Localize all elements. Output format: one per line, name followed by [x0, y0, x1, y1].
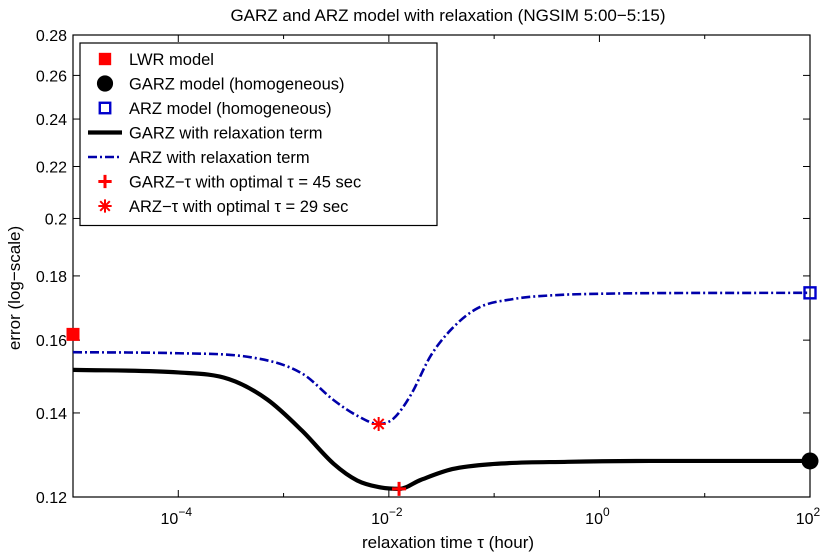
legend: LWR model GARZ model (homogeneous) ARZ mod…	[79, 42, 438, 227]
series-marker-1	[801, 452, 819, 470]
legend-box	[79, 42, 438, 227]
x-tick-label: 10−4	[161, 505, 193, 528]
series-markers	[66, 286, 819, 496]
series-line-4	[73, 291, 810, 426]
legend-label: GARZ−τ with optimal τ = 45 sec	[129, 174, 361, 192]
series-marker-2	[803, 286, 817, 300]
legend-label: ARZ−τ with optimal τ = 29 sec	[129, 198, 348, 216]
series-lines	[73, 291, 810, 491]
series-marker-0	[66, 327, 80, 341]
y-tick-label: 0.28	[36, 28, 67, 45]
legend-swatch	[96, 75, 114, 92]
y-tick-label: 0.14	[36, 406, 67, 423]
y-tick-label: 0.16	[36, 333, 67, 350]
chart-title: GARZ and ARZ model with relaxation (NGSI…	[230, 6, 665, 25]
legend-swatch	[98, 52, 112, 66]
legend-label: LWR model	[129, 51, 214, 69]
y-tick-label: 0.24	[36, 112, 67, 129]
x-axis-label: relaxation time τ (hour)	[362, 533, 534, 552]
legend-swatch	[98, 199, 112, 213]
y-tick-label: 0.22	[36, 159, 67, 176]
legend-label: GARZ model (homogeneous)	[129, 76, 345, 94]
legend-label: ARZ with relaxation term	[129, 149, 310, 167]
y-tick-label: 0.18	[36, 269, 67, 286]
legend-label: ARZ model (homogeneous)	[129, 100, 332, 118]
y-axis-label: error (log−scale)	[5, 226, 24, 350]
series-line-3	[73, 367, 810, 491]
x-tick-label: 100	[585, 505, 610, 528]
series-marker-5	[392, 481, 407, 496]
x-tick-label: 102	[796, 505, 821, 528]
legend-swatch	[98, 101, 112, 115]
legend-label: GARZ with relaxation term	[129, 125, 322, 143]
legend-swatch	[98, 174, 112, 189]
y-tick-label: 0.12	[36, 490, 67, 507]
series-marker-6	[371, 416, 386, 431]
y-tick-label: 0.26	[36, 68, 67, 85]
x-tick-label: 10−2	[371, 505, 403, 528]
y-tick-label: 0.2	[45, 211, 67, 228]
